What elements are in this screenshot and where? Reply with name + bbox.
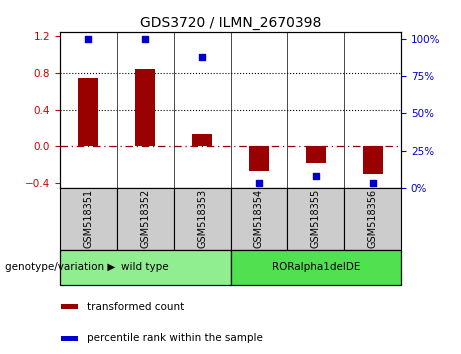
Point [198,54,206,60]
Point [369,180,376,186]
Bar [192,135,212,147]
Text: GSM518356: GSM518356 [367,189,378,248]
Text: RORalpha1delDE: RORalpha1delDE [272,262,360,272]
Point [85,36,92,42]
Bar [230,188,287,250]
Text: transformed count: transformed count [87,302,184,312]
Bar [306,147,326,163]
Bar [249,147,269,171]
Bar [60,250,230,285]
Bar [61,336,77,341]
Bar [60,188,117,250]
Text: GSM518354: GSM518354 [254,189,264,248]
Text: wild type: wild type [121,262,169,272]
Text: genotype/variation ▶: genotype/variation ▶ [5,262,115,272]
Point [142,36,149,42]
Bar [363,147,383,174]
Text: percentile rank within the sample: percentile rank within the sample [87,333,263,343]
Bar [287,188,344,250]
Bar [174,188,230,250]
Text: GSM518351: GSM518351 [83,189,94,248]
Bar [78,78,98,147]
Bar [135,69,155,147]
Text: GSM518352: GSM518352 [140,189,150,248]
Text: GDS3720 / ILMN_2670398: GDS3720 / ILMN_2670398 [140,16,321,30]
Bar [344,188,401,250]
Bar [117,188,174,250]
Point [255,180,263,186]
Bar [61,304,77,309]
Point [312,173,319,178]
Bar [230,250,401,285]
Text: GSM518355: GSM518355 [311,189,321,248]
Text: GSM518353: GSM518353 [197,189,207,248]
